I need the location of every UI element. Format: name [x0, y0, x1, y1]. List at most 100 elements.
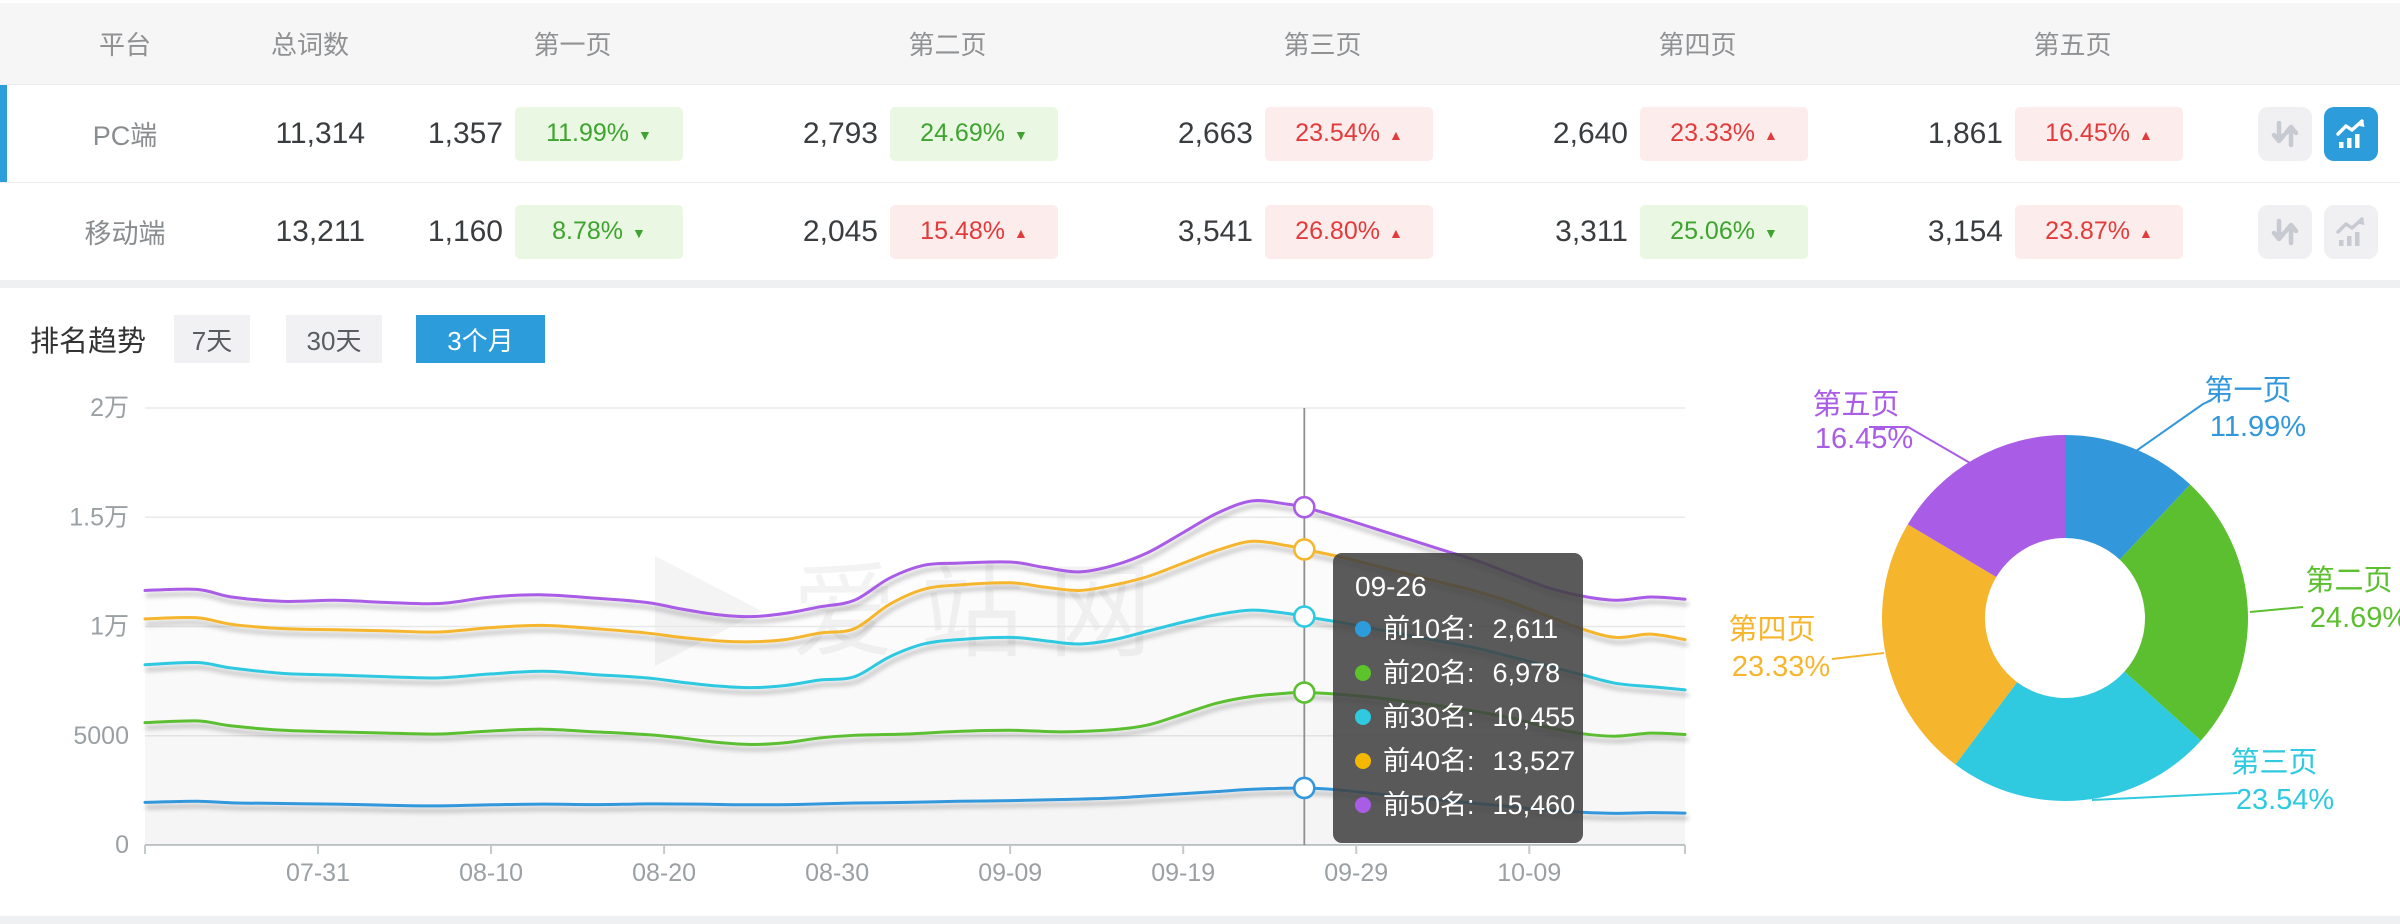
page5-trend-badge: 23.87% ▲ — [2015, 204, 2183, 259]
svg-text:第五页: 第五页 — [1812, 388, 1899, 421]
trend-chart-button[interactable] — [2324, 204, 2378, 259]
page2-cell: 2,793 24.69% ▼ — [745, 106, 1120, 161]
trend-arrow-icon: ▲ — [2138, 224, 2153, 241]
sort-arrows-icon — [2271, 218, 2299, 245]
page2-trend-badge: 24.69% ▼ — [890, 106, 1058, 161]
trend-title: 排名趋势 — [30, 326, 147, 358]
svg-text:2万: 2万 — [90, 394, 129, 422]
svg-text:第四页: 第四页 — [1728, 613, 1815, 646]
svg-text:07-31: 07-31 — [286, 859, 350, 887]
svg-text:0: 0 — [115, 831, 129, 859]
donut-slice-1[interactable] — [2065, 435, 2191, 560]
trend-chart-canvas[interactable]: 爱站网 0 5000 1万 1.5万 2万 07-31 08-10 08-20 08-30 09-0… — [0, 288, 2400, 916]
trend-arrow-icon: ▲ — [1013, 224, 1028, 241]
svg-text:09-19: 09-19 — [1151, 859, 1215, 887]
page3-cell: 2,663 23.54% ▲ — [1120, 106, 1495, 161]
page2-trend-badge: 15.48% ▲ — [890, 204, 1058, 259]
svg-text:1万: 1万 — [90, 613, 129, 641]
page4-trend-badge: 23.33% ▲ — [1640, 106, 1808, 161]
col-header-page5: 第五页 — [2033, 30, 2112, 60]
row-actions — [2245, 106, 2400, 161]
donut-slice-4[interactable] — [1881, 524, 2018, 765]
donut-slice-5[interactable] — [1907, 435, 2065, 578]
page1-cell: 1,160 8.78% ▼ — [370, 204, 745, 259]
page4-count: 2,640 — [1552, 116, 1628, 150]
page3-cell: 3,541 26.80% ▲ — [1120, 204, 1495, 259]
trend-arrow-icon: ▼ — [638, 126, 652, 143]
page2-count: 2,045 — [802, 214, 878, 248]
col-header-page4: 第四页 — [1658, 30, 1737, 60]
col-header-total-words: 总词数 — [270, 30, 349, 60]
trend-arrow-icon: ▲ — [1388, 224, 1403, 241]
row-actions — [2245, 204, 2400, 259]
page4-cell: 3,311 25.06% ▼ — [1495, 204, 1870, 259]
page1-cell: 1,357 11.99% ▼ — [370, 106, 745, 161]
page4-trend-badge: 25.06% ▼ — [1640, 204, 1808, 259]
page4-cell: 2,640 23.33% ▲ — [1495, 106, 1870, 161]
svg-text:16.45%: 16.45% — [1815, 423, 1913, 455]
sort-button[interactable] — [2258, 204, 2312, 259]
line-chart-icon — [2336, 216, 2365, 246]
page4-count: 3,311 — [1555, 214, 1628, 248]
page2-cell: 2,045 15.48% ▲ — [745, 204, 1120, 259]
svg-text:08-10: 08-10 — [459, 859, 523, 887]
trend-arrow-icon: ▼ — [1013, 126, 1028, 143]
platform-label: 移动端 — [84, 219, 166, 249]
donut-slice-2[interactable] — [2119, 484, 2248, 741]
svg-text:第一页: 第一页 — [2204, 374, 2291, 407]
page3-count: 3,541 — [1177, 214, 1253, 248]
trend-arrow-icon: ▲ — [1763, 126, 1778, 143]
total-words-value: 11,314 — [275, 116, 365, 150]
page3-count: 2,663 — [1177, 116, 1253, 150]
page5-count: 3,154 — [1927, 214, 2003, 248]
page5-trend-badge: 16.45% ▲ — [2015, 106, 2183, 161]
svg-text:10-09: 10-09 — [1497, 859, 1561, 887]
col-header-page2: 第二页 — [908, 30, 987, 60]
page1-count: 1,357 — [427, 116, 503, 150]
svg-text:第三页: 第三页 — [2230, 746, 2317, 779]
page5-count: 1,861 — [1927, 116, 2003, 150]
svg-text:24.69%: 24.69% — [2310, 602, 2400, 634]
svg-text:5000: 5000 — [73, 722, 129, 750]
page1-trend-badge: 11.99% ▼ — [515, 106, 683, 161]
trend-arrow-icon: ▼ — [632, 224, 646, 241]
page5-cell: 3,154 23.87% ▲ — [1870, 204, 2245, 259]
table-row-mobile[interactable]: 移动端 13,211 1,160 8.78% ▼ 2,045 15.48% ▲ 3,… — [0, 182, 2400, 280]
tab-30days[interactable]: 30天 — [286, 315, 383, 363]
page3-trend-badge: 26.80% ▲ — [1265, 204, 1433, 259]
col-header-page3: 第三页 — [1283, 30, 1362, 60]
svg-text:1.5万: 1.5万 — [69, 503, 129, 531]
svg-text:08-30: 08-30 — [805, 859, 869, 887]
donut-slice-3[interactable] — [1955, 671, 2201, 801]
svg-text:爱站网: 爱站网 — [792, 555, 1176, 671]
sort-arrows-icon — [2271, 120, 2299, 147]
tab-7days[interactable]: 7天 — [174, 315, 251, 363]
page2-count: 2,793 — [802, 116, 878, 150]
page5-cell: 1,861 16.45% ▲ — [1870, 106, 2245, 161]
page1-count: 1,160 — [427, 214, 503, 248]
svg-text:09-09: 09-09 — [978, 859, 1042, 887]
col-header-platform: 平台 — [98, 30, 151, 60]
rank-table: 平台 总词数 第一页 第二页 第三页 第四页 第五页 PC端 11,314 1,… — [0, 0, 2400, 280]
trend-arrow-icon: ▲ — [1388, 126, 1403, 143]
col-header-page1: 第一页 — [533, 30, 612, 60]
table-row-pc[interactable]: PC端 11,314 1,357 11.99% ▼ 2,793 24.69% ▼ 2… — [0, 84, 2400, 182]
platform-label: PC端 — [92, 121, 158, 151]
trend-header: 排名趋势 7天 30天 3个月 — [30, 315, 546, 363]
trend-panel: 排名趋势 7天 30天 3个月 爱站网 0 5000 1万 1.5万 2万 07-31 08-… — [0, 288, 2400, 916]
total-words-value: 13,211 — [275, 214, 365, 248]
svg-text:09-29: 09-29 — [1324, 859, 1388, 887]
svg-text:08-20: 08-20 — [632, 859, 696, 887]
svg-text:11.99%: 11.99% — [2210, 411, 2306, 443]
sort-button[interactable] — [2258, 106, 2312, 161]
page3-trend-badge: 23.54% ▲ — [1265, 106, 1433, 161]
page1-trend-badge: 8.78% ▼ — [515, 204, 683, 259]
svg-text:23.54%: 23.54% — [2236, 784, 2334, 816]
trend-chart-button[interactable] — [2324, 106, 2378, 161]
svg-text:第二页: 第二页 — [2305, 564, 2392, 597]
selected-row-indicator — [0, 85, 7, 182]
tab-3months[interactable]: 3个月 — [416, 315, 546, 363]
trend-arrow-icon: ▼ — [1763, 224, 1778, 241]
table-header-row: 平台 总词数 第一页 第二页 第三页 第四页 第五页 — [0, 3, 2400, 84]
